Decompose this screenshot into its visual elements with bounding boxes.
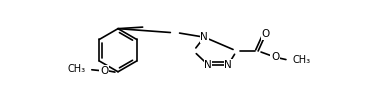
Text: O: O	[271, 52, 279, 62]
Text: N: N	[224, 60, 232, 70]
Text: O: O	[100, 66, 108, 76]
Text: N: N	[204, 60, 212, 70]
Text: N: N	[201, 32, 208, 42]
Text: O: O	[262, 29, 270, 39]
Text: CH₃: CH₃	[293, 55, 311, 65]
Text: CH₃: CH₃	[68, 64, 86, 74]
